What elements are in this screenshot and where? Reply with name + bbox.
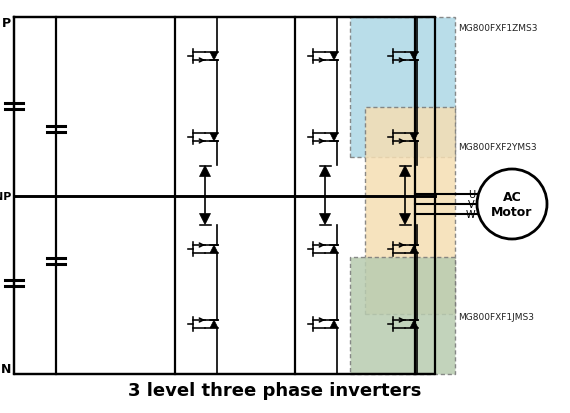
Text: AC
Motor: AC Motor [491,190,533,218]
Text: U: U [468,190,475,199]
Bar [365,108,455,314]
Polygon shape [320,214,331,225]
Polygon shape [410,245,418,254]
Text: W: W [465,209,475,219]
Polygon shape [330,245,338,254]
Polygon shape [330,134,338,142]
Polygon shape [400,214,410,225]
Text: MG800FXF1JMS3: MG800FXF1JMS3 [458,313,534,322]
Text: MG800FXF2YMS3: MG800FXF2YMS3 [458,143,536,152]
Polygon shape [210,134,218,142]
Polygon shape [210,320,218,328]
Polygon shape [210,245,218,254]
Bar [350,18,455,158]
Text: P: P [2,17,11,30]
Text: MG800FXF1ZMS3: MG800FXF1ZMS3 [458,24,538,33]
Polygon shape [400,166,410,177]
Text: V: V [469,199,475,209]
Text: 3 level three phase inverters: 3 level three phase inverters [128,381,422,399]
Polygon shape [200,214,210,225]
Polygon shape [410,134,418,142]
Polygon shape [200,166,210,177]
Polygon shape [410,320,418,328]
Text: NP: NP [0,192,11,202]
Polygon shape [330,53,338,61]
Polygon shape [210,53,218,61]
Polygon shape [330,320,338,328]
Polygon shape [410,53,418,61]
Bar [350,257,455,374]
Polygon shape [320,166,331,177]
Text: N: N [1,362,11,375]
